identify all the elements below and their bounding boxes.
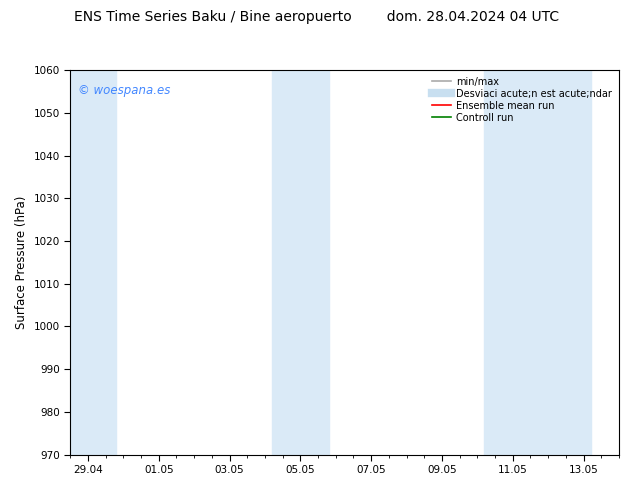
Bar xyxy=(484,70,591,455)
Legend: min/max, Desviaci acute;n est acute;ndar, Ensemble mean run, Controll run: min/max, Desviaci acute;n est acute;ndar… xyxy=(430,75,614,124)
Bar xyxy=(272,70,328,455)
Text: ENS Time Series Baku / Bine aeropuerto        dom. 28.04.2024 04 UTC: ENS Time Series Baku / Bine aeropuerto d… xyxy=(74,10,560,24)
Bar xyxy=(70,70,116,455)
Text: © woespana.es: © woespana.es xyxy=(79,83,171,97)
Y-axis label: Surface Pressure (hPa): Surface Pressure (hPa) xyxy=(15,196,28,329)
